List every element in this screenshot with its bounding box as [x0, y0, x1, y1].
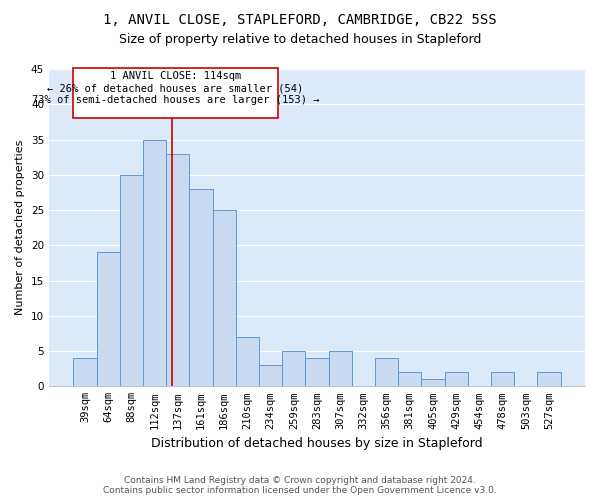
- Bar: [212, 210, 236, 386]
- FancyBboxPatch shape: [73, 68, 278, 118]
- Bar: [421, 380, 445, 386]
- Bar: [236, 337, 259, 386]
- Bar: [259, 365, 282, 386]
- Text: Size of property relative to detached houses in Stapleford: Size of property relative to detached ho…: [119, 32, 481, 46]
- Bar: [445, 372, 468, 386]
- Bar: [143, 140, 166, 386]
- Bar: [398, 372, 421, 386]
- Bar: [120, 175, 143, 386]
- Text: ← 26% of detached houses are smaller (54): ← 26% of detached houses are smaller (54…: [47, 83, 304, 93]
- Bar: [73, 358, 97, 386]
- Text: Contains HM Land Registry data © Crown copyright and database right 2024.
Contai: Contains HM Land Registry data © Crown c…: [103, 476, 497, 495]
- Text: 73% of semi-detached houses are larger (153) →: 73% of semi-detached houses are larger (…: [32, 95, 319, 105]
- Bar: [282, 351, 305, 386]
- Bar: [538, 372, 560, 386]
- Y-axis label: Number of detached properties: Number of detached properties: [16, 140, 25, 316]
- Text: 1, ANVIL CLOSE, STAPLEFORD, CAMBRIDGE, CB22 5SS: 1, ANVIL CLOSE, STAPLEFORD, CAMBRIDGE, C…: [103, 12, 497, 26]
- Bar: [97, 252, 120, 386]
- Bar: [305, 358, 329, 386]
- X-axis label: Distribution of detached houses by size in Stapleford: Distribution of detached houses by size …: [151, 437, 483, 450]
- Bar: [190, 189, 212, 386]
- Bar: [491, 372, 514, 386]
- Text: 1 ANVIL CLOSE: 114sqm: 1 ANVIL CLOSE: 114sqm: [110, 71, 241, 81]
- Bar: [329, 351, 352, 386]
- Bar: [166, 154, 190, 386]
- Bar: [375, 358, 398, 386]
